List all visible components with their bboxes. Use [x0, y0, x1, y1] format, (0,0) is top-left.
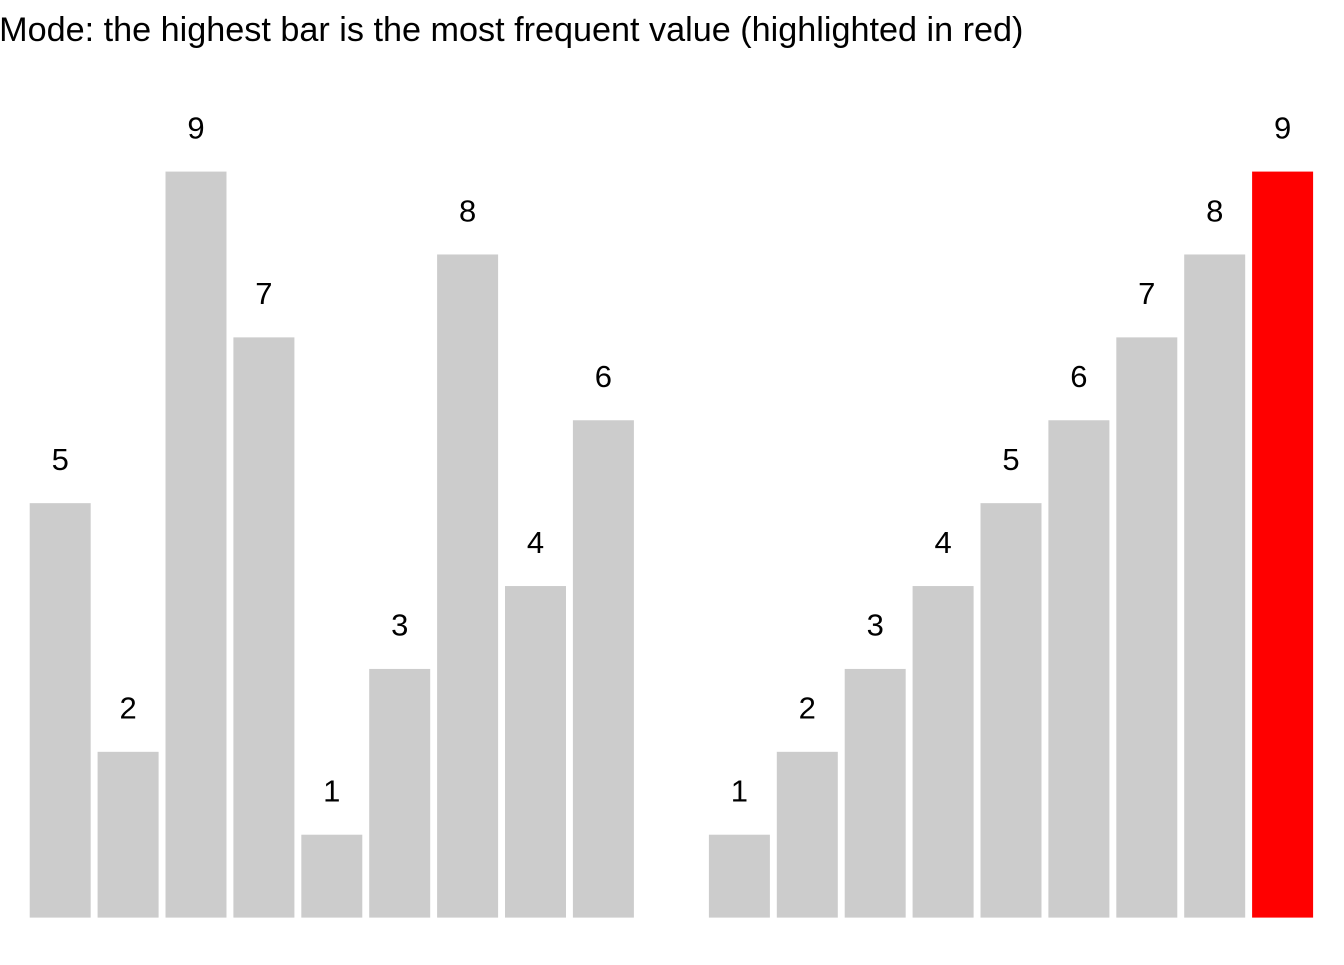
svg-text:2: 2 [799, 691, 816, 726]
svg-text:Mode: the highest bar is the m: Mode: the highest bar is the most freque… [0, 11, 1023, 49]
svg-text:9: 9 [187, 110, 204, 145]
svg-text:2: 2 [119, 691, 136, 726]
svg-text:3: 3 [391, 608, 408, 643]
svg-text:7: 7 [1138, 276, 1155, 311]
svg-text:6: 6 [1070, 359, 1087, 394]
svg-text:9: 9 [1274, 110, 1291, 145]
svg-text:5: 5 [52, 442, 69, 477]
svg-text:5: 5 [1002, 442, 1019, 477]
svg-text:8: 8 [1206, 193, 1223, 228]
svg-text:3: 3 [867, 608, 884, 643]
svg-text:4: 4 [527, 525, 544, 560]
svg-text:8: 8 [459, 193, 476, 228]
svg-text:6: 6 [595, 359, 612, 394]
svg-text:4: 4 [934, 525, 951, 560]
svg-text:1: 1 [731, 774, 748, 809]
svg-text:1: 1 [323, 774, 340, 809]
svg-text:7: 7 [255, 276, 272, 311]
